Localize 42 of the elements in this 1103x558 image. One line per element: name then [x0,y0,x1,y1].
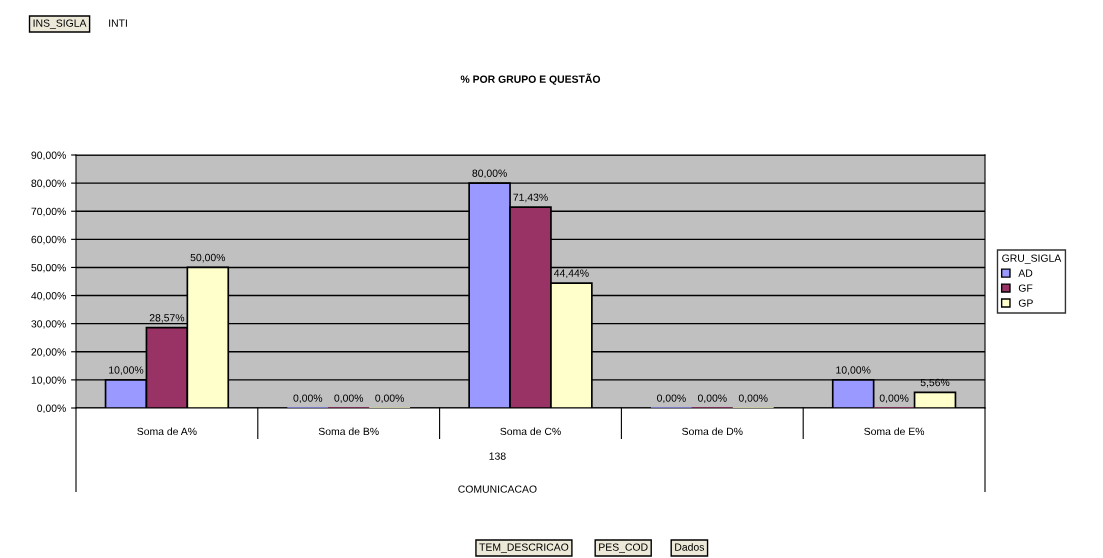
legend-label: GF [1018,284,1033,292]
data-label: 0,00% [738,394,768,403]
data-label: 44,44% [553,269,589,279]
legend-label: GP [1018,299,1033,307]
text: 138 [489,452,506,460]
y-tick-label: 40,00% [31,292,66,301]
data-label: 0,00% [657,394,686,403]
data-label: 0,00% [697,394,727,403]
y-tick-label: 0,00% [37,404,66,414]
y-tick-label: 80,00% [31,179,66,189]
text: COMUNICACAO [458,485,537,493]
y-tick-label: 90,00% [31,151,66,161]
text: INTI [109,19,127,27]
y-tick-label: 10,00% [31,376,66,385]
data-label: 10,00% [109,366,144,375]
legend-title: GRU_SIGLA [1002,254,1062,264]
x-tick-label: Soma de C% [500,427,561,436]
data-label: 10,00% [836,366,871,375]
legend-label: AD [1018,269,1033,277]
data-label: 0,00% [293,394,323,403]
x-tick-label: Soma de B% [318,427,379,436]
data-label: 50,00% [190,253,226,263]
x-tick-label: Soma de A% [137,427,197,436]
text: INS_SIGLA [33,19,87,29]
data-label: 0,00% [375,394,404,403]
data-label: 28,57% [149,314,185,323]
x-tick-label: Soma de E% [864,427,925,436]
data-label: 0,00% [334,394,364,403]
y-tick-label: 50,00% [31,263,66,273]
y-tick-label: 70,00% [31,207,66,217]
x-tick-label: Soma de D% [682,427,743,436]
text: TEM_DESCRICAO [479,543,569,553]
text: PES_COD [599,543,648,553]
data-label: 5,56% [920,378,950,388]
y-tick-label: 30,00% [31,320,66,329]
text: Dados [675,543,705,551]
data-label: 0,00% [879,394,909,403]
chart-title: % POR GRUPO E QUESTÃO [460,73,601,85]
data-label: 80,00% [472,169,507,179]
y-tick-label: 60,00% [31,235,66,245]
y-tick-label: 20,00% [31,348,66,357]
data-label: 71,43% [513,193,548,203]
